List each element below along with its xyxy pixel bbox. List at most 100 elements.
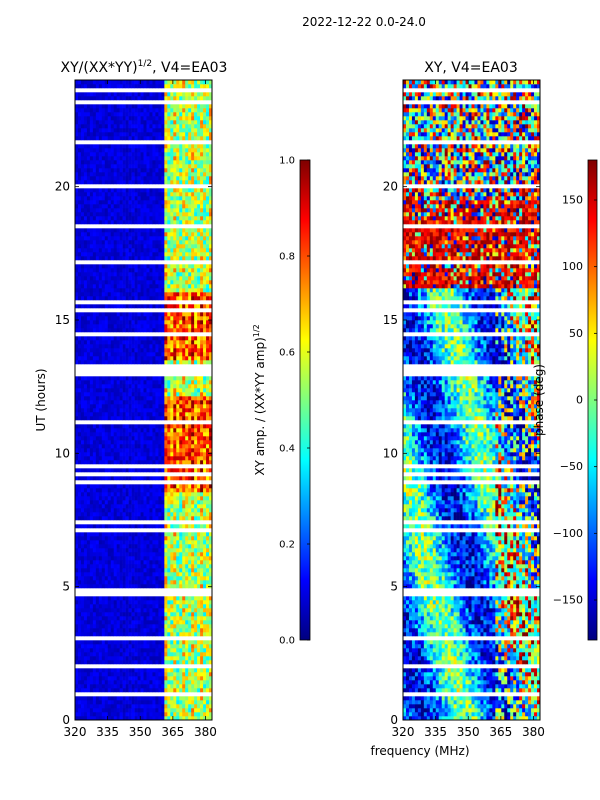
amp-cell <box>155 580 159 585</box>
amp-cell <box>164 704 168 709</box>
amp-cell <box>149 460 153 465</box>
amp-cell <box>92 452 97 457</box>
amp-cell <box>209 248 212 253</box>
amp-cell <box>131 240 135 245</box>
amp-cell <box>98 536 103 541</box>
amp-cell <box>170 548 174 553</box>
amp-cell <box>125 620 129 625</box>
amp-cell <box>149 476 153 481</box>
amp-cell <box>128 376 132 381</box>
amp-cell <box>110 652 115 657</box>
amp-cell <box>107 448 112 453</box>
amp-cell <box>206 564 210 569</box>
amp-cell <box>119 284 123 289</box>
amp-cell <box>140 476 144 481</box>
amp-cell <box>152 484 156 489</box>
amp-cell <box>206 432 210 437</box>
amp-cell <box>155 548 159 553</box>
amp-cell <box>119 216 123 221</box>
amp-cell <box>164 604 168 609</box>
amp-cell <box>75 312 79 317</box>
amp-cell <box>101 516 106 521</box>
amp-cell <box>143 356 147 361</box>
amp-cell <box>140 504 144 509</box>
amp-cell <box>110 612 115 617</box>
amp-cell <box>80 228 85 233</box>
amp-cell <box>185 656 189 661</box>
amp-cell <box>203 676 207 681</box>
amp-cell <box>92 500 97 505</box>
amp-cell <box>206 676 210 681</box>
amp-cell <box>134 396 138 401</box>
amp-cell <box>116 536 120 541</box>
amp-cell <box>194 236 198 241</box>
amp-cell <box>98 632 103 637</box>
amp-cell <box>113 444 117 449</box>
amp-cell <box>77 424 82 429</box>
amp-cell <box>185 536 189 541</box>
amp-cell <box>92 436 97 441</box>
amp-cell <box>125 604 129 609</box>
amp-cell <box>146 668 150 673</box>
amp-cell <box>134 708 138 713</box>
amp-cell <box>137 448 141 453</box>
amp-cell <box>75 504 79 509</box>
amp-cell <box>185 292 189 297</box>
amp-cell <box>128 276 132 281</box>
amp-cell <box>77 276 82 281</box>
amp-cell <box>98 440 103 445</box>
amp-cell <box>77 416 82 421</box>
amp-cell <box>86 712 91 717</box>
amp-cell <box>113 680 117 685</box>
amp-cell <box>182 336 186 341</box>
amp-cell <box>170 436 174 441</box>
amp-cell <box>170 284 174 289</box>
amp-cell <box>209 604 212 609</box>
amp-cell <box>179 428 183 433</box>
amp-cell <box>122 640 126 645</box>
amp-cell <box>167 508 171 513</box>
amp-cell <box>179 228 183 233</box>
amp-cell <box>170 296 174 301</box>
amp-cell <box>86 516 91 521</box>
amp-cell <box>140 484 144 489</box>
amp-cell <box>209 252 212 257</box>
amp-cell <box>89 580 94 585</box>
amp-cell <box>95 712 100 717</box>
amp-cell <box>194 248 198 253</box>
amp-cell <box>80 568 85 573</box>
amp-cell <box>170 640 174 645</box>
amp-cell <box>131 536 135 541</box>
amp-cell <box>170 684 174 689</box>
amp-cell <box>209 304 212 309</box>
amp-cell <box>191 280 195 285</box>
amp-cell <box>75 436 79 441</box>
amp-cell <box>170 612 174 617</box>
amp-cell <box>80 232 85 237</box>
amp-cell <box>125 672 129 677</box>
amp-cell <box>122 312 126 317</box>
amp-cell <box>140 360 144 365</box>
amp-cell <box>89 384 94 389</box>
amp-cell <box>164 316 168 321</box>
amp-cell <box>167 680 171 685</box>
amp-cell <box>185 212 189 217</box>
amp-cell <box>176 272 180 277</box>
amp-cell <box>173 212 177 217</box>
amp-cell <box>152 408 156 413</box>
amp-cell <box>155 688 159 693</box>
amp-cell <box>86 620 91 625</box>
amp-cell <box>173 620 177 625</box>
amp-cell <box>110 360 115 365</box>
amp-cell <box>75 316 79 321</box>
amp-cell <box>152 228 156 233</box>
amp-cell <box>194 460 198 465</box>
amp-cell <box>176 572 180 577</box>
amp-cell <box>191 384 195 389</box>
amp-cell <box>143 524 147 529</box>
amp-cell <box>206 392 210 397</box>
amp-cell <box>119 256 123 261</box>
amp-cell <box>98 244 103 249</box>
amp-cell <box>122 288 126 293</box>
amp-cell <box>98 704 103 709</box>
